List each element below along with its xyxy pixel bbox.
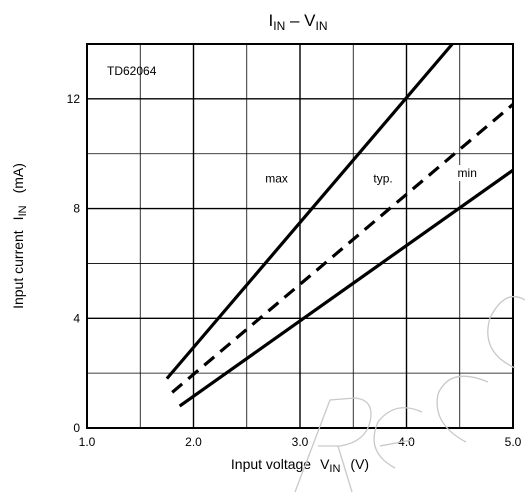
y-axis-unit: (mA) xyxy=(10,163,26,193)
x-tick-label-0: 1.0 xyxy=(79,435,96,449)
series-line-max xyxy=(165,42,454,380)
x-axis-label: Input voltage VIN (V) xyxy=(231,456,369,475)
y-tick-label-1: 4 xyxy=(73,311,80,325)
series-label-bg-max xyxy=(264,170,290,187)
x-tick-labels: 1.0 2.0 3.0 4.0 5.0 xyxy=(79,435,522,449)
x-axis-unit: (V) xyxy=(350,456,369,472)
chart-title: IIN – VIN xyxy=(269,11,328,33)
y-tick-label-0: 0 xyxy=(73,421,80,435)
x-tick-label-1: 2.0 xyxy=(185,435,202,449)
x-axis-label-text: Input voltage xyxy=(231,456,311,472)
series-label-max: max xyxy=(265,172,288,186)
y-tick-label-3: 12 xyxy=(67,92,81,106)
y-axis-symbol-subscript: IN xyxy=(17,205,29,216)
plot-frame xyxy=(86,43,514,429)
series-line-min xyxy=(178,168,514,408)
x-tick-label-3: 4.0 xyxy=(398,435,415,449)
title-current-subscript: IN xyxy=(273,19,285,33)
device-label: TD62064 xyxy=(107,64,157,78)
series-label-typ: typ. xyxy=(373,172,392,186)
y-axis-label: Input current IIN (mA) xyxy=(10,163,29,309)
y-tick-label-2: 8 xyxy=(73,202,80,216)
x-axis-symbol: V xyxy=(320,456,330,472)
x-axis-symbol-subscript: IN xyxy=(329,463,340,475)
title-voltage-symbol: V xyxy=(304,11,316,30)
y-axis-label-text: Input current xyxy=(10,230,26,309)
series-label-bg-typ xyxy=(367,170,400,187)
series-label-min: min xyxy=(458,166,477,180)
series-label-bg-min xyxy=(454,165,480,182)
y-axis-symbol: I xyxy=(10,216,26,220)
y-tick-labels: 0 4 8 12 xyxy=(67,92,81,435)
series-layer: max typ. min xyxy=(165,42,515,408)
title-dash: – xyxy=(285,11,304,30)
series-line-typ xyxy=(171,103,515,394)
title-current-symbol: I xyxy=(269,11,274,30)
x-tick-label-4: 5.0 xyxy=(505,435,522,449)
title-voltage-subscript: IN xyxy=(315,19,327,33)
x-tick-label-2: 3.0 xyxy=(292,435,309,449)
watermark xyxy=(294,295,525,493)
grid xyxy=(87,44,513,428)
